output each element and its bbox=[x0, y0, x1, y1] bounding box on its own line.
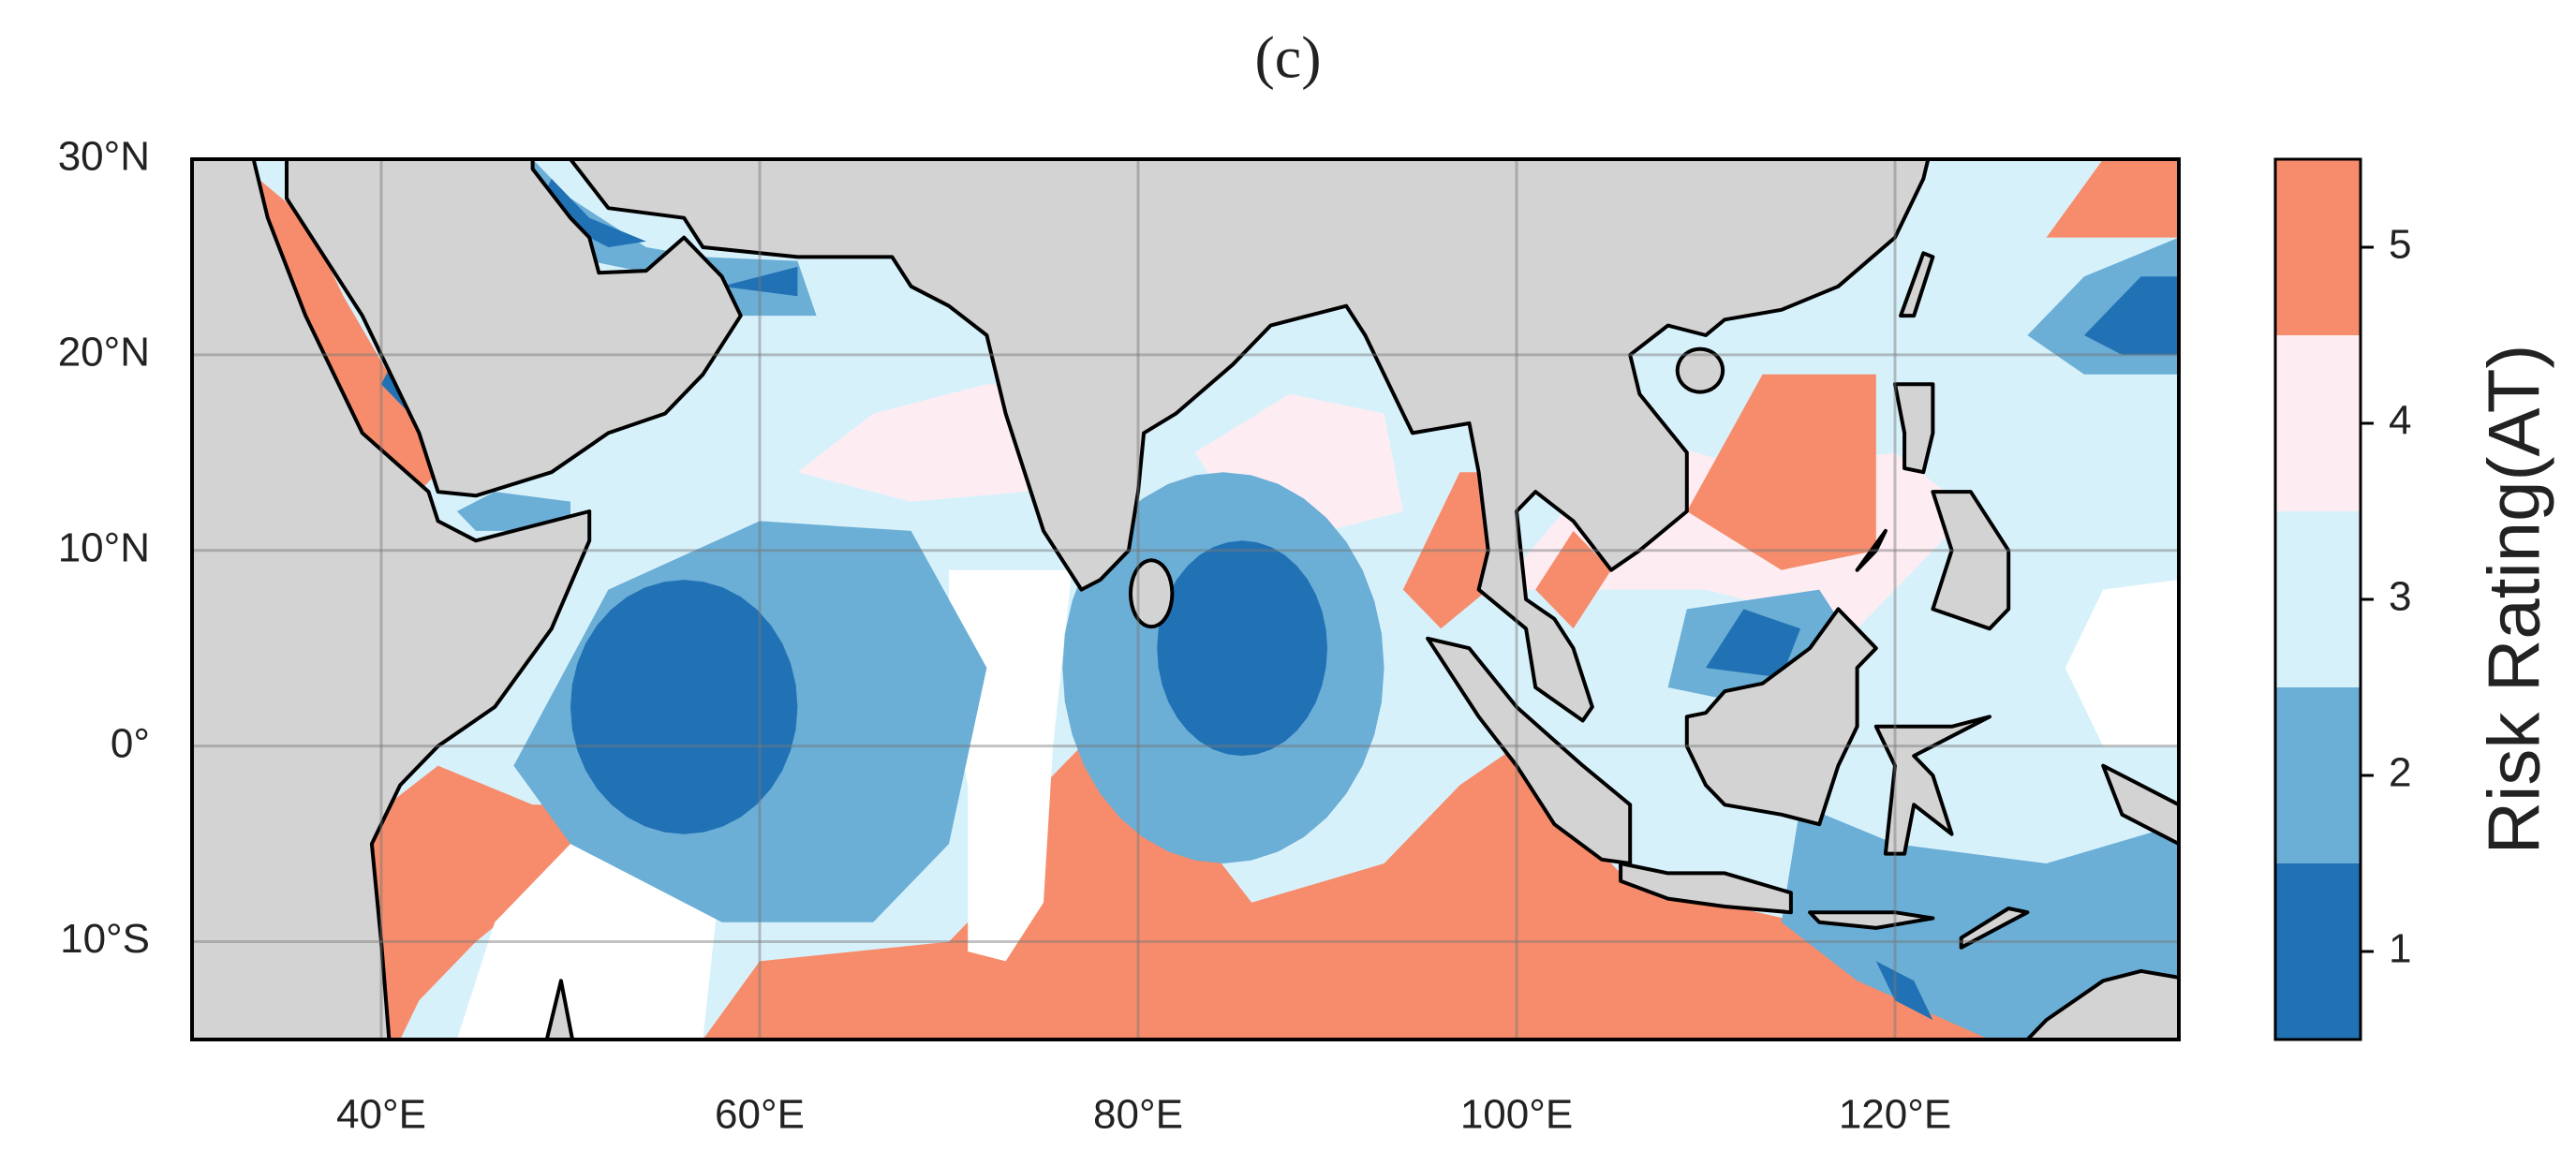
y-tick-label: 10°N bbox=[58, 524, 150, 570]
colorbar-label: Risk Rating(AT) bbox=[2473, 345, 2555, 855]
land bbox=[1893, 382, 1935, 475]
colorbar-tick-label: 2 bbox=[2389, 750, 2411, 796]
y-tick-label: 0° bbox=[111, 720, 150, 766]
colorbar-frame bbox=[2273, 157, 2362, 1041]
risk-region bbox=[721, 266, 798, 297]
map-area bbox=[192, 159, 2179, 1040]
land bbox=[1959, 907, 2030, 950]
land bbox=[1128, 558, 1175, 629]
risk-region bbox=[1781, 804, 2179, 1040]
risk-region bbox=[703, 726, 1990, 1040]
risk-region bbox=[1402, 472, 1498, 629]
risk-region bbox=[456, 492, 570, 531]
x-tick-label: 100°E bbox=[1460, 1092, 1573, 1138]
no-risk-region bbox=[2065, 580, 2179, 746]
y-tick-label: 30°N bbox=[58, 134, 150, 180]
map-frame bbox=[190, 157, 2181, 1041]
colorbar-swatch bbox=[2275, 511, 2361, 687]
colorbar-swatch bbox=[2275, 687, 2361, 863]
land bbox=[192, 159, 592, 1040]
x-tick-label: 80°E bbox=[1093, 1092, 1183, 1138]
land bbox=[1855, 528, 1888, 572]
y-tick-label: 10°S bbox=[60, 916, 150, 962]
risk-region bbox=[513, 159, 817, 317]
land bbox=[2024, 968, 2179, 1040]
land bbox=[1426, 636, 1633, 865]
colorbar-tick-label: 3 bbox=[2389, 574, 2411, 620]
colorbar-tick-label: 4 bbox=[2389, 398, 2411, 444]
land bbox=[1675, 347, 1725, 394]
risk-region bbox=[1535, 530, 1611, 629]
land bbox=[2101, 763, 2179, 847]
x-tick-label: 40°E bbox=[336, 1092, 426, 1138]
land bbox=[1931, 490, 2011, 631]
colorbar-swatch bbox=[2275, 159, 2361, 335]
y-tick-label: 20°N bbox=[58, 330, 150, 376]
land bbox=[1808, 910, 1935, 930]
colorbar-tick-label: 5 bbox=[2389, 222, 2411, 268]
land bbox=[1684, 607, 1878, 827]
risk-region bbox=[1875, 961, 1933, 1021]
colorbar-tick-label: 1 bbox=[2389, 926, 2411, 972]
risk-region bbox=[1686, 374, 1876, 570]
risk-region bbox=[343, 765, 609, 1040]
panel-title: (c) bbox=[1254, 24, 1321, 91]
colorbar-swatch bbox=[2275, 335, 2361, 511]
colorbar-swatch bbox=[2275, 863, 2361, 1040]
risk-region bbox=[1157, 540, 1327, 757]
land bbox=[544, 979, 575, 1040]
land bbox=[1619, 862, 1793, 915]
land bbox=[1899, 251, 1935, 318]
risk-region bbox=[2084, 276, 2179, 355]
land bbox=[566, 159, 1931, 723]
x-tick-label: 60°E bbox=[715, 1092, 805, 1138]
land bbox=[285, 159, 743, 498]
risk-region bbox=[2046, 159, 2179, 238]
risk-region bbox=[1706, 609, 1800, 678]
land bbox=[1873, 715, 1991, 856]
risk-region bbox=[570, 580, 798, 834]
x-tick-label: 120°E bbox=[1839, 1092, 1951, 1138]
risk-region bbox=[258, 178, 438, 493]
